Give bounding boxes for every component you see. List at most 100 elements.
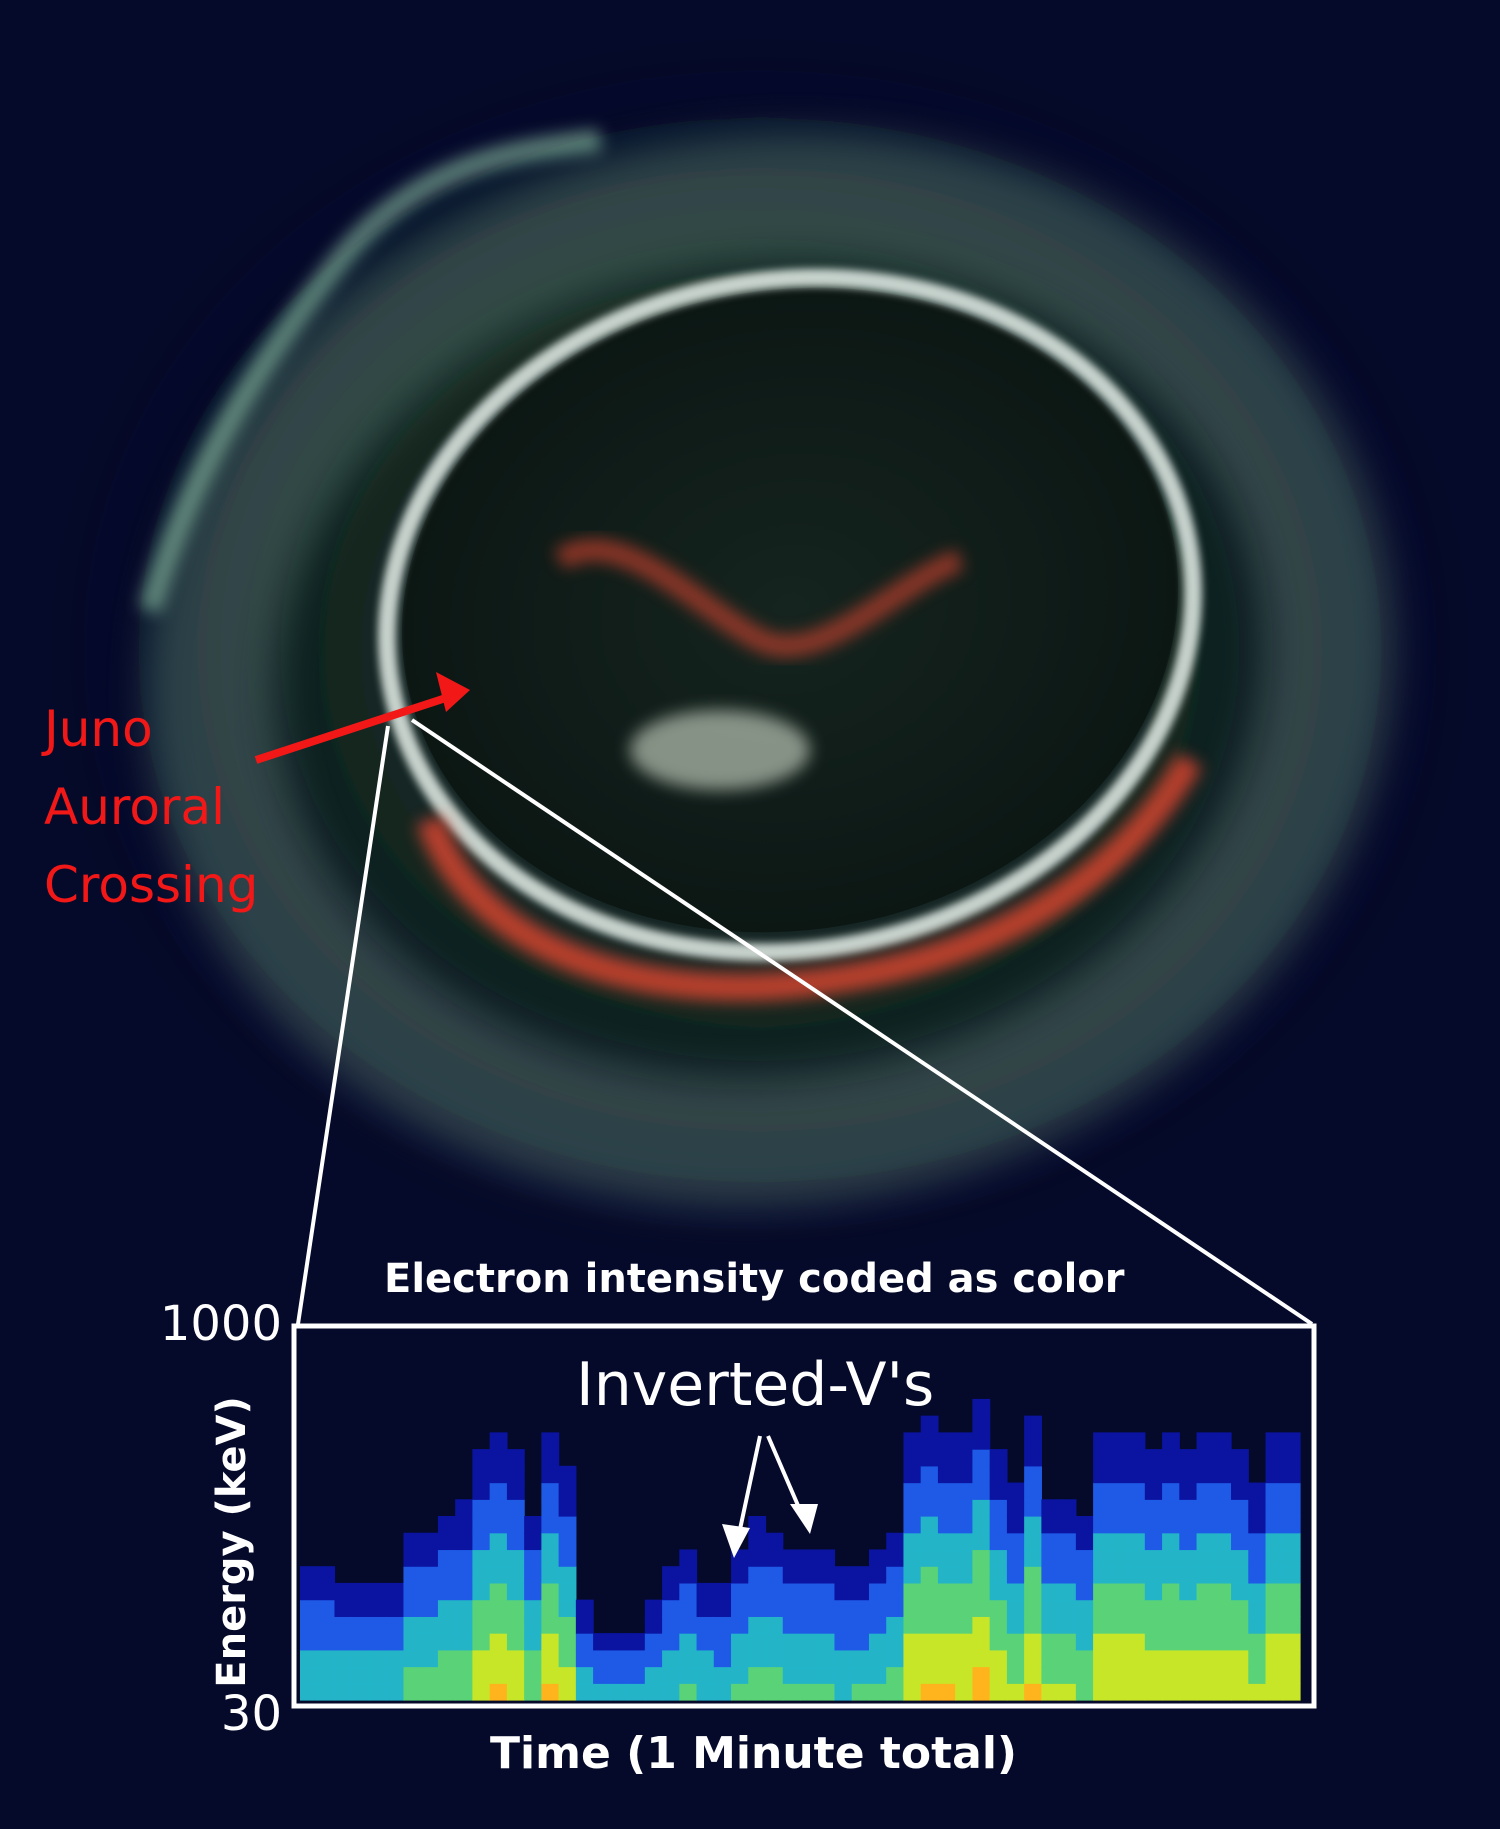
heatmap-cell bbox=[1127, 1633, 1146, 1651]
heatmap-cell bbox=[1144, 1633, 1163, 1651]
heatmap-cell bbox=[558, 1499, 577, 1517]
heatmap-cell bbox=[1248, 1482, 1267, 1500]
heatmap-cell bbox=[1110, 1449, 1129, 1467]
heatmap-cell bbox=[1110, 1599, 1129, 1617]
heatmap-cell bbox=[851, 1599, 870, 1617]
heatmap-cell bbox=[972, 1482, 991, 1500]
heatmap-cell bbox=[1093, 1582, 1111, 1601]
heatmap-cell bbox=[1058, 1516, 1077, 1534]
heatmap-cell bbox=[1058, 1683, 1077, 1701]
heatmap-cell bbox=[472, 1465, 491, 1484]
heatmap-cell bbox=[662, 1666, 680, 1684]
heatmap-cell bbox=[610, 1633, 629, 1651]
heatmap-cell bbox=[1058, 1666, 1077, 1684]
heatmap-cell bbox=[472, 1683, 491, 1701]
heatmap-cell bbox=[1196, 1683, 1215, 1701]
heatmap-cell bbox=[800, 1649, 818, 1668]
heatmap-cell bbox=[1213, 1516, 1232, 1534]
heatmap-cell bbox=[903, 1499, 922, 1517]
heatmap-cell bbox=[920, 1616, 939, 1634]
heatmap-cell bbox=[972, 1599, 991, 1617]
heatmap-cell bbox=[1110, 1616, 1129, 1634]
heatmap-cell bbox=[1231, 1566, 1249, 1584]
heatmap-cell bbox=[386, 1649, 405, 1668]
heatmap-cell bbox=[1058, 1566, 1077, 1584]
heatmap-cell bbox=[472, 1649, 491, 1668]
heatmap-cell bbox=[1041, 1582, 1060, 1601]
heatmap-cell bbox=[800, 1633, 818, 1651]
heatmap-cell bbox=[1024, 1449, 1042, 1467]
heatmap-cell bbox=[437, 1516, 456, 1534]
heatmap-cell bbox=[1282, 1549, 1301, 1567]
heatmap-cell bbox=[1282, 1683, 1301, 1701]
heatmap-cell bbox=[1162, 1566, 1180, 1584]
heatmap-cell bbox=[558, 1465, 577, 1484]
heatmap-cell bbox=[506, 1449, 525, 1467]
heatmap-cell bbox=[1248, 1532, 1267, 1551]
heatmap-cell bbox=[1282, 1633, 1301, 1651]
heatmap-cell bbox=[1196, 1649, 1215, 1668]
aurora-main-ring bbox=[377, 268, 1203, 962]
heatmap-cell bbox=[403, 1666, 422, 1684]
heatmap-cell bbox=[886, 1616, 905, 1634]
heatmap-cell bbox=[696, 1683, 715, 1701]
heatmap-cell bbox=[1093, 1616, 1111, 1634]
heatmap-cell bbox=[937, 1633, 956, 1651]
heatmap-cell bbox=[955, 1683, 974, 1701]
heatmap-cell bbox=[1196, 1616, 1215, 1634]
heatmap-cell bbox=[1075, 1616, 1094, 1634]
heatmap-cell bbox=[558, 1549, 577, 1567]
heatmap-cell bbox=[937, 1566, 956, 1584]
heatmap-cell bbox=[903, 1599, 922, 1617]
heatmap-cell bbox=[1024, 1532, 1042, 1551]
heatmap-cell bbox=[886, 1649, 905, 1668]
heatmap-cell bbox=[851, 1616, 870, 1634]
heatmap-cell bbox=[644, 1616, 663, 1634]
heatmap-cell bbox=[1179, 1449, 1198, 1467]
heatmap-cell bbox=[1265, 1566, 1284, 1584]
heatmap-cell bbox=[1196, 1549, 1215, 1567]
heatmap-cell bbox=[955, 1649, 974, 1668]
heatmap-cell bbox=[886, 1683, 905, 1701]
heatmap-cell bbox=[627, 1633, 646, 1651]
crossing-label-line: Crossing bbox=[44, 856, 259, 914]
heatmap-cell bbox=[627, 1649, 646, 1668]
heatmap-cell bbox=[420, 1616, 439, 1634]
heatmap-cell bbox=[1144, 1582, 1163, 1601]
heatmap-cell bbox=[851, 1633, 870, 1651]
heatmap-cell bbox=[1075, 1516, 1094, 1534]
heatmap-cell bbox=[386, 1616, 405, 1634]
heatmap-cell bbox=[920, 1582, 939, 1601]
heatmap-cell bbox=[1144, 1666, 1163, 1684]
heatmap-cell bbox=[420, 1649, 439, 1668]
heatmap-cell bbox=[1231, 1482, 1249, 1500]
heatmap-cell bbox=[679, 1582, 698, 1601]
heatmap-cell bbox=[713, 1666, 732, 1684]
heatmap-cell bbox=[472, 1582, 491, 1601]
heatmap-cell bbox=[972, 1582, 991, 1601]
heatmap-cell bbox=[489, 1482, 508, 1500]
heatmap-cell bbox=[1231, 1633, 1249, 1651]
heatmap-cell bbox=[489, 1549, 508, 1567]
heatmap-cell bbox=[817, 1582, 836, 1601]
heatmap-cell bbox=[1282, 1599, 1301, 1617]
heatmap-cell bbox=[679, 1616, 698, 1634]
heatmap-cell bbox=[1213, 1683, 1232, 1701]
heatmap-cell bbox=[1024, 1516, 1042, 1534]
heatmap-cell bbox=[834, 1683, 853, 1701]
heatmap-cell bbox=[662, 1683, 680, 1701]
heatmap-cell bbox=[489, 1432, 508, 1450]
heatmap-cell bbox=[1265, 1633, 1284, 1651]
heatmap-cell bbox=[972, 1633, 991, 1651]
inverted-v-label: Inverted-V's bbox=[576, 1350, 935, 1420]
heatmap-cell bbox=[765, 1582, 784, 1601]
heatmap-cell bbox=[868, 1633, 887, 1651]
heatmap-cell bbox=[593, 1633, 611, 1651]
heatmap-cell bbox=[1265, 1532, 1284, 1551]
heatmap-cell bbox=[472, 1633, 491, 1651]
heatmap-cell bbox=[713, 1633, 732, 1651]
heatmap-cell bbox=[817, 1633, 836, 1651]
heatmap-cell bbox=[437, 1683, 456, 1701]
heatmap-cell bbox=[1265, 1432, 1284, 1450]
heatmap-cell bbox=[575, 1649, 594, 1668]
